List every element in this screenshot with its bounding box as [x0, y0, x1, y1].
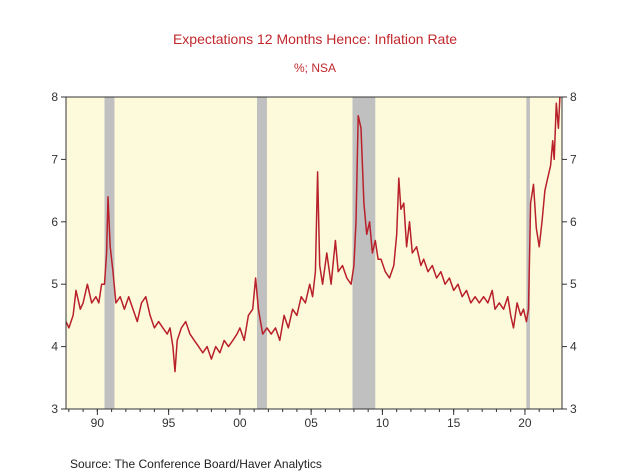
series-line-group — [65, 96, 561, 373]
y-tick-label-right: 6 — [570, 215, 577, 229]
x-axis: 90 95 00 05 10 15 20 — [68, 409, 554, 430]
y-axis-right: 3 4 5 6 7 8 — [562, 90, 577, 416]
recession-bands — [104, 97, 530, 409]
plot-frame — [65, 96, 563, 410]
series-line-1 — [65, 96, 561, 373]
x-tick-label: 15 — [447, 416, 461, 430]
y-tick-label-left: 6 — [51, 215, 58, 229]
y-axis-left: 3 4 5 6 7 8 — [51, 90, 66, 416]
chart-subtitle: %; NSA — [294, 61, 336, 75]
y-tick-label-right: 8 — [570, 90, 577, 104]
y-tick-label-left: 4 — [51, 340, 58, 354]
y-tick-label-right: 4 — [570, 340, 577, 354]
y-tick-label-right: 5 — [570, 277, 577, 291]
y-tick-label-left: 7 — [51, 152, 58, 166]
x-tick-label: 10 — [376, 416, 390, 430]
source-note: Source: The Conference Board/Haver Analy… — [70, 457, 322, 471]
recession-band-1 — [104, 97, 115, 409]
x-tick-label: 95 — [162, 416, 176, 430]
x-tick-label: 90 — [91, 416, 105, 430]
y-tick-label-left: 3 — [51, 402, 58, 416]
plot-area — [66, 97, 562, 409]
chart-title: Expectations 12 Months Hence: Inflation … — [173, 31, 457, 47]
y-tick-label-left: 5 — [51, 277, 58, 291]
x-tick-label: 00 — [233, 416, 247, 430]
y-tick-label-right: 3 — [570, 402, 577, 416]
recession-band-3 — [352, 97, 376, 409]
recession-band-2 — [256, 97, 267, 409]
x-tick-label: 05 — [304, 416, 318, 430]
y-tick-label-left: 8 — [51, 90, 58, 104]
recession-band-4 — [526, 97, 530, 409]
x-tick-label: 20 — [518, 416, 532, 430]
y-tick-label-right: 7 — [570, 152, 577, 166]
